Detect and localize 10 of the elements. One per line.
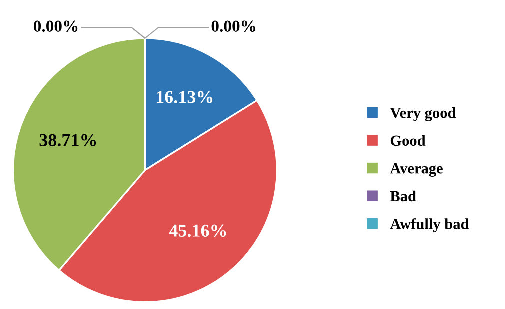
legend-label: Average [390, 164, 443, 177]
text: 0.00% [34, 20, 78, 32]
data-label: 38.71% [40, 134, 96, 147]
legend-label: Bad [390, 190, 416, 202]
data-label: 16.13% [157, 91, 213, 104]
legend-label: Very good [390, 108, 456, 122]
legend-label: Awfully bad [390, 218, 470, 232]
data-label: 45.16% [169, 224, 226, 238]
text: 0.00% [212, 20, 256, 32]
legend-label: Good [390, 135, 426, 146]
